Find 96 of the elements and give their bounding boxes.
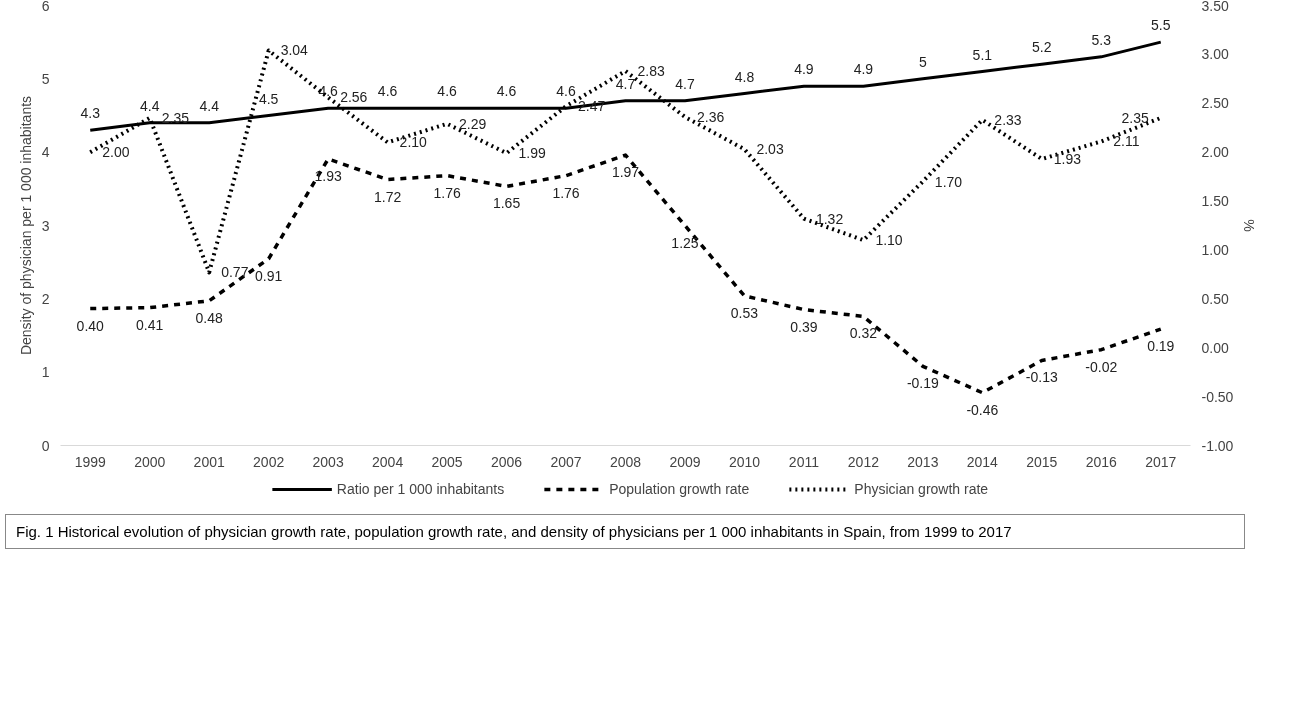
x-tick-label: 2008 (609, 453, 642, 470)
y2-tick-label: 3.50 (1201, 0, 1229, 14)
y2-tick-label: 1.50 (1201, 193, 1229, 210)
x-tick-label: 2003 (312, 453, 344, 470)
data-label: 2.00 (102, 144, 130, 161)
y-axis-title: Density of physician per 1 000 inhabitants (17, 95, 34, 356)
y2-tick-label: 2.50 (1201, 95, 1229, 112)
data-label: 0.53 (730, 304, 759, 321)
data-label: 0.32 (849, 325, 878, 342)
caption: Fig. 1 Historical evolution of physician growth rate, population growth rate, and density of physicians per 1 000 inhabitants in Spain, from 1999 to 2017 (5, 514, 1245, 550)
data-label: 4.9 (794, 61, 814, 78)
data-label: 4.7 (675, 75, 695, 92)
data-label: 4.7 (615, 75, 636, 92)
y-tick-label: 6 (41, 0, 50, 14)
legend-label: Ratio per 1 000 inhabitants (336, 481, 505, 497)
data-label: 1.97 (611, 164, 640, 181)
y2-tick-label: 2.00 (1201, 144, 1229, 161)
data-label: 0.40 (76, 317, 105, 334)
data-label: 2.29 (459, 115, 487, 132)
x-tick-label: 2013 (907, 453, 939, 470)
data-label: 4.4 (199, 97, 220, 114)
data-label: 4.8 (734, 68, 755, 85)
data-label: 2.56 (340, 89, 368, 106)
x-tick-label: 2017 (1145, 453, 1177, 470)
x-tick-label: 1999 (74, 453, 107, 470)
y-tick-label: 0 (41, 437, 50, 454)
y-tick-label: 3 (41, 217, 50, 234)
data-label: -0.02 (1085, 358, 1118, 375)
data-label: 1.76 (433, 184, 461, 201)
data-label: 5.2 (1032, 39, 1052, 56)
x-tick-label: 2001 (193, 453, 225, 470)
data-label: 5.3 (1091, 31, 1112, 48)
data-label: 1.72 (373, 188, 402, 205)
data-label: 1.76 (552, 184, 580, 201)
data-label: 3.04 (280, 42, 309, 59)
y-tick-label: 1 (41, 364, 50, 381)
data-label: 1.99 (518, 145, 547, 162)
data-label: 2.03 (756, 141, 784, 158)
data-label: 1.93 (1053, 151, 1082, 168)
data-label: 1.65 (492, 195, 521, 212)
x-tick-label: 2005 (431, 453, 463, 470)
y2-axis-title: % (1241, 219, 1258, 232)
data-label: 0.48 (195, 309, 224, 326)
data-label: 1.25 (671, 234, 699, 251)
legend-label: Physician growth rate (854, 481, 989, 497)
data-label: 4.5 (258, 90, 279, 107)
data-label: 4.6 (556, 83, 576, 100)
x-tick-label: 2002 (253, 453, 285, 470)
x-tick-label: 2015 (1026, 453, 1058, 470)
data-label: 2.11 (1113, 133, 1140, 150)
data-label: 2.35 (1121, 109, 1149, 126)
data-label: 4.9 (853, 61, 874, 78)
data-label: 4.6 (377, 83, 398, 100)
y-tick-label: 5 (41, 70, 50, 87)
data-label: 0.19 (1147, 338, 1175, 355)
data-label: -0.46 (966, 401, 999, 418)
x-tick-label: 2000 (134, 453, 166, 470)
data-label: 2.33 (994, 111, 1022, 128)
data-label: 2.83 (637, 63, 665, 80)
data-label: 4.3 (80, 105, 101, 122)
data-label: 4.6 (437, 83, 458, 100)
data-label: 4.4 (139, 97, 160, 114)
x-tick-label: 2009 (669, 453, 701, 470)
y2-tick-label: 3.00 (1201, 46, 1229, 63)
y2-tick-label: 1.00 (1201, 241, 1229, 258)
data-label: 0.39 (790, 318, 818, 335)
data-label: 0.77 (221, 264, 249, 281)
x-tick-label: 2012 (847, 453, 880, 470)
data-label: 4.6 (496, 83, 517, 100)
y2-tick-label: -0.50 (1201, 388, 1234, 405)
x-tick-label: 2006 (490, 453, 523, 470)
data-label: 2.10 (399, 134, 428, 151)
x-tick-label: 2011 (788, 453, 820, 470)
data-label: 5 (918, 53, 927, 70)
x-tick-label: 2010 (728, 453, 761, 470)
x-tick-label: 2014 (966, 453, 999, 470)
data-label: 1.10 (875, 232, 903, 249)
x-tick-label: 2004 (372, 453, 404, 470)
data-label: -0.13 (1025, 369, 1058, 386)
data-label: 5.1 (972, 46, 993, 63)
data-label: 0.91 (255, 267, 283, 284)
data-label: -0.19 (906, 375, 940, 392)
legend-label: Population growth rate (609, 481, 750, 497)
x-tick-label: 2007 (550, 453, 582, 470)
data-label: 1.93 (314, 168, 342, 185)
data-label: 0.41 (136, 316, 164, 333)
y2-tick-label: 0.00 (1201, 339, 1229, 356)
data-label: 1.32 (815, 210, 844, 227)
y-tick-label: 4 (41, 144, 50, 161)
data-label: 2.36 (696, 108, 725, 125)
y-tick-label: 2 (41, 290, 50, 307)
y2-tick-label: -1.00 (1201, 437, 1234, 454)
data-label: 1.70 (934, 173, 963, 190)
x-tick-label: 2016 (1085, 453, 1118, 470)
y2-tick-label: 0.50 (1201, 290, 1229, 307)
data-label: 5.5 (1151, 17, 1171, 34)
